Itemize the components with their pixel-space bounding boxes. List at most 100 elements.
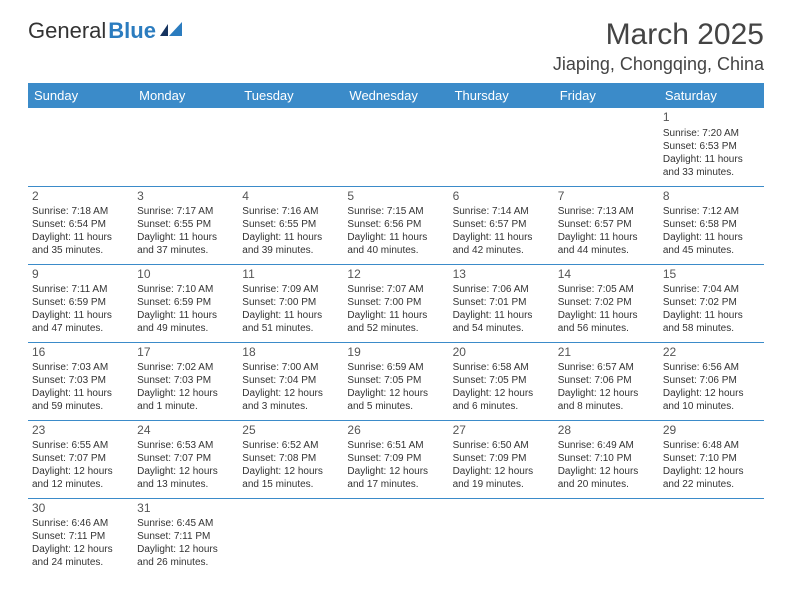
calendar-cell: 12Sunrise: 7:07 AMSunset: 7:00 PMDayligh…	[343, 264, 448, 342]
daylight-text: Daylight: 11 hours and 44 minutes.	[558, 231, 655, 257]
weekday-header: Sunday	[28, 83, 133, 108]
sunset-text: Sunset: 6:57 PM	[453, 218, 550, 231]
flag-icon	[160, 18, 186, 44]
day-number: 2	[32, 189, 129, 205]
day-number: 15	[663, 267, 760, 283]
sunset-text: Sunset: 6:57 PM	[558, 218, 655, 231]
sunrise-text: Sunrise: 7:07 AM	[347, 283, 444, 296]
sunset-text: Sunset: 7:05 PM	[347, 374, 444, 387]
logo-text-b: Blue	[108, 18, 156, 44]
sunset-text: Sunset: 7:05 PM	[453, 374, 550, 387]
weekday-header: Saturday	[659, 83, 764, 108]
calendar-cell: 22Sunrise: 6:56 AMSunset: 7:06 PMDayligh…	[659, 342, 764, 420]
calendar-cell: 24Sunrise: 6:53 AMSunset: 7:07 PMDayligh…	[133, 420, 238, 498]
sunrise-text: Sunrise: 7:16 AM	[242, 205, 339, 218]
day-number: 16	[32, 345, 129, 361]
sunset-text: Sunset: 7:09 PM	[453, 452, 550, 465]
day-number: 6	[453, 189, 550, 205]
calendar-row: 1Sunrise: 7:20 AMSunset: 6:53 PMDaylight…	[28, 108, 764, 186]
day-number: 22	[663, 345, 760, 361]
calendar-cell	[343, 108, 448, 186]
daylight-text: Daylight: 11 hours and 51 minutes.	[242, 309, 339, 335]
header: GeneralBlue March 2025 Jiaping, Chongqin…	[28, 18, 764, 75]
calendar-cell	[554, 498, 659, 576]
daylight-text: Daylight: 11 hours and 49 minutes.	[137, 309, 234, 335]
sunset-text: Sunset: 6:54 PM	[32, 218, 129, 231]
calendar-cell: 14Sunrise: 7:05 AMSunset: 7:02 PMDayligh…	[554, 264, 659, 342]
sunset-text: Sunset: 7:00 PM	[347, 296, 444, 309]
sunrise-text: Sunrise: 6:53 AM	[137, 439, 234, 452]
day-number: 10	[137, 267, 234, 283]
daylight-text: Daylight: 11 hours and 42 minutes.	[453, 231, 550, 257]
calendar-cell	[238, 108, 343, 186]
day-number: 5	[347, 189, 444, 205]
sunrise-text: Sunrise: 7:14 AM	[453, 205, 550, 218]
day-number: 1	[663, 110, 760, 126]
calendar-row: 16Sunrise: 7:03 AMSunset: 7:03 PMDayligh…	[28, 342, 764, 420]
daylight-text: Daylight: 12 hours and 10 minutes.	[663, 387, 760, 413]
sunrise-text: Sunrise: 6:50 AM	[453, 439, 550, 452]
sunrise-text: Sunrise: 6:59 AM	[347, 361, 444, 374]
calendar-cell: 11Sunrise: 7:09 AMSunset: 7:00 PMDayligh…	[238, 264, 343, 342]
daylight-text: Daylight: 12 hours and 24 minutes.	[32, 543, 129, 569]
daylight-text: Daylight: 12 hours and 6 minutes.	[453, 387, 550, 413]
calendar-cell	[238, 498, 343, 576]
calendar-cell	[449, 498, 554, 576]
day-number: 27	[453, 423, 550, 439]
sunset-text: Sunset: 6:58 PM	[663, 218, 760, 231]
sunset-text: Sunset: 7:06 PM	[663, 374, 760, 387]
calendar-cell	[28, 108, 133, 186]
calendar-cell	[343, 498, 448, 576]
calendar-cell: 29Sunrise: 6:48 AMSunset: 7:10 PMDayligh…	[659, 420, 764, 498]
calendar-body: 1Sunrise: 7:20 AMSunset: 6:53 PMDaylight…	[28, 108, 764, 576]
day-number: 23	[32, 423, 129, 439]
daylight-text: Daylight: 12 hours and 1 minute.	[137, 387, 234, 413]
calendar-cell	[449, 108, 554, 186]
sunrise-text: Sunrise: 7:13 AM	[558, 205, 655, 218]
sunset-text: Sunset: 7:07 PM	[32, 452, 129, 465]
sunset-text: Sunset: 7:07 PM	[137, 452, 234, 465]
weekday-header: Monday	[133, 83, 238, 108]
sunset-text: Sunset: 7:04 PM	[242, 374, 339, 387]
sunset-text: Sunset: 7:10 PM	[558, 452, 655, 465]
sunrise-text: Sunrise: 7:18 AM	[32, 205, 129, 218]
daylight-text: Daylight: 12 hours and 13 minutes.	[137, 465, 234, 491]
calendar-cell	[133, 108, 238, 186]
calendar-cell: 5Sunrise: 7:15 AMSunset: 6:56 PMDaylight…	[343, 186, 448, 264]
calendar-cell: 17Sunrise: 7:02 AMSunset: 7:03 PMDayligh…	[133, 342, 238, 420]
calendar-row: 23Sunrise: 6:55 AMSunset: 7:07 PMDayligh…	[28, 420, 764, 498]
calendar-row: 9Sunrise: 7:11 AMSunset: 6:59 PMDaylight…	[28, 264, 764, 342]
sunset-text: Sunset: 7:11 PM	[32, 530, 129, 543]
day-number: 18	[242, 345, 339, 361]
calendar-cell: 2Sunrise: 7:18 AMSunset: 6:54 PMDaylight…	[28, 186, 133, 264]
day-number: 9	[32, 267, 129, 283]
daylight-text: Daylight: 11 hours and 33 minutes.	[663, 153, 760, 179]
sunrise-text: Sunrise: 7:15 AM	[347, 205, 444, 218]
day-number: 13	[453, 267, 550, 283]
calendar-cell: 9Sunrise: 7:11 AMSunset: 6:59 PMDaylight…	[28, 264, 133, 342]
calendar-cell: 6Sunrise: 7:14 AMSunset: 6:57 PMDaylight…	[449, 186, 554, 264]
day-number: 21	[558, 345, 655, 361]
day-number: 30	[32, 501, 129, 517]
daylight-text: Daylight: 11 hours and 59 minutes.	[32, 387, 129, 413]
day-number: 17	[137, 345, 234, 361]
weekday-header: Friday	[554, 83, 659, 108]
calendar-cell	[659, 498, 764, 576]
sunrise-text: Sunrise: 7:11 AM	[32, 283, 129, 296]
sunrise-text: Sunrise: 6:49 AM	[558, 439, 655, 452]
sunset-text: Sunset: 7:00 PM	[242, 296, 339, 309]
day-number: 31	[137, 501, 234, 517]
day-number: 11	[242, 267, 339, 283]
calendar-cell: 13Sunrise: 7:06 AMSunset: 7:01 PMDayligh…	[449, 264, 554, 342]
sunrise-text: Sunrise: 7:04 AM	[663, 283, 760, 296]
daylight-text: Daylight: 11 hours and 45 minutes.	[663, 231, 760, 257]
daylight-text: Daylight: 11 hours and 58 minutes.	[663, 309, 760, 335]
day-number: 26	[347, 423, 444, 439]
sunset-text: Sunset: 7:02 PM	[663, 296, 760, 309]
weekday-header: Wednesday	[343, 83, 448, 108]
sunrise-text: Sunrise: 6:45 AM	[137, 517, 234, 530]
day-number: 3	[137, 189, 234, 205]
calendar-cell: 1Sunrise: 7:20 AMSunset: 6:53 PMDaylight…	[659, 108, 764, 186]
calendar-cell: 4Sunrise: 7:16 AMSunset: 6:55 PMDaylight…	[238, 186, 343, 264]
calendar-row: 30Sunrise: 6:46 AMSunset: 7:11 PMDayligh…	[28, 498, 764, 576]
